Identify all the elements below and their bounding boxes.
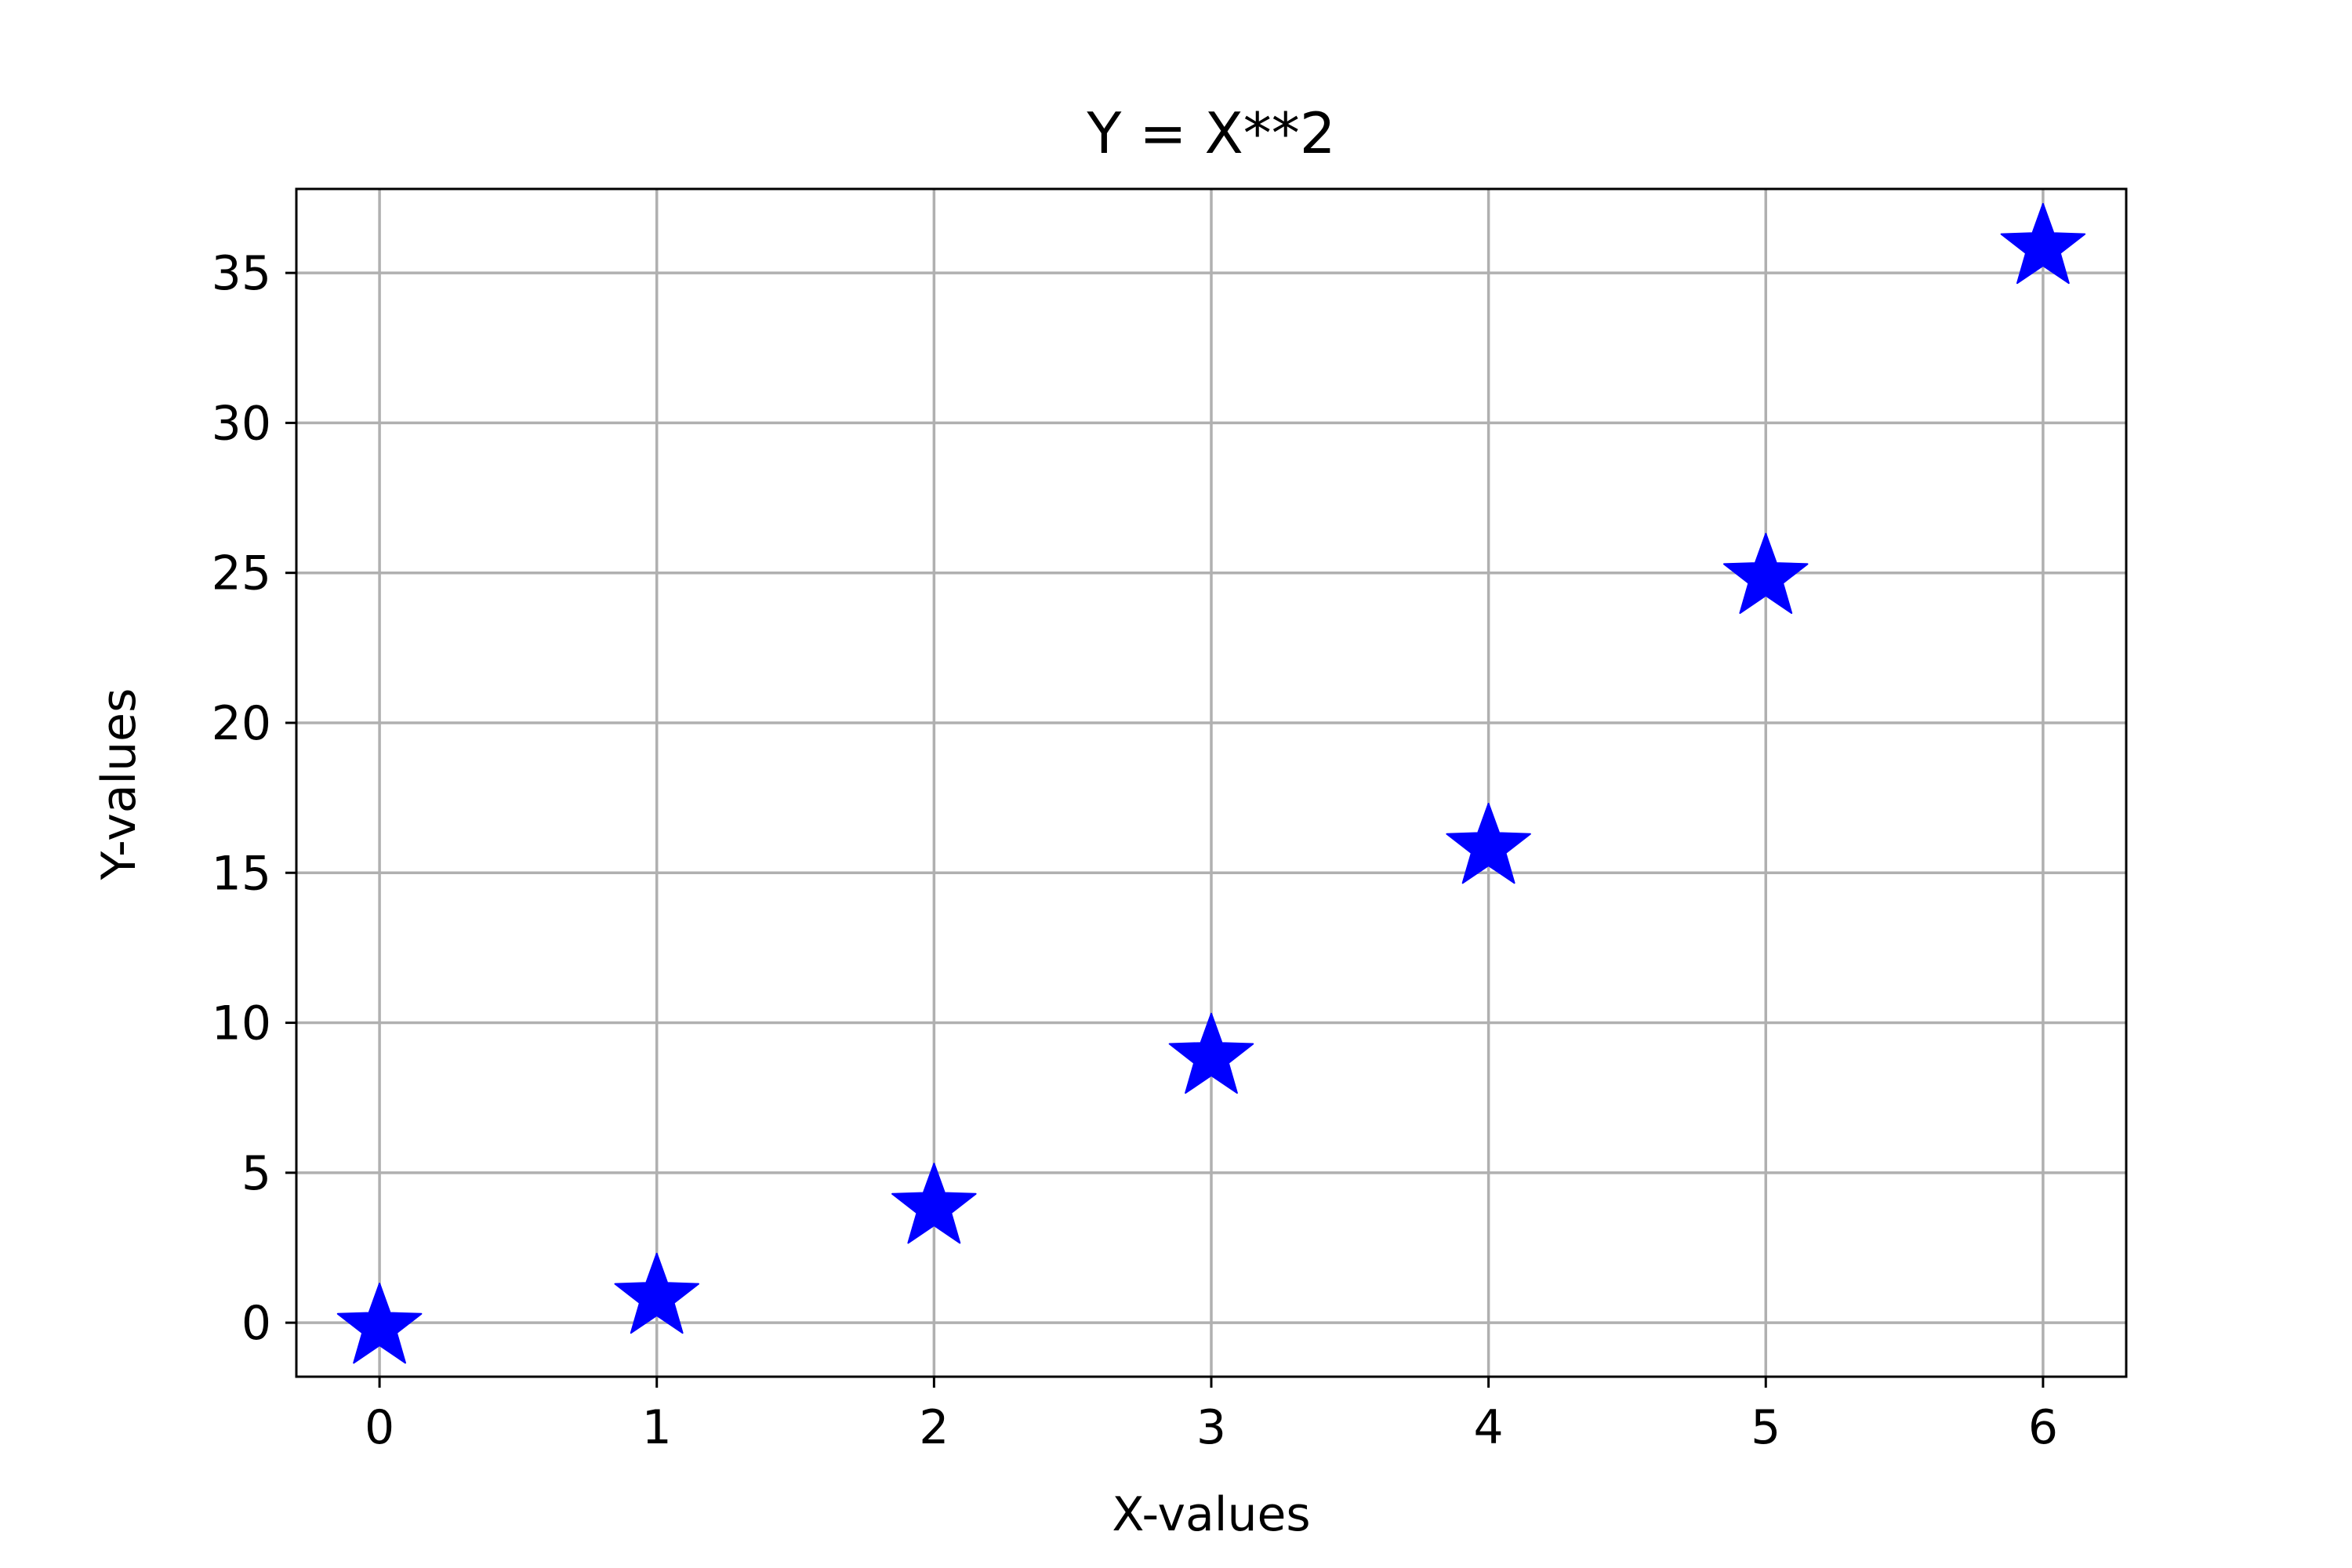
x-tick-label: 5: [1751, 1400, 1780, 1455]
star-marker: [891, 1163, 977, 1244]
y-tick-label: 30: [212, 396, 271, 451]
y-tick-label: 5: [241, 1146, 271, 1201]
y-tick-label: 25: [212, 546, 271, 601]
star-marker: [1168, 1012, 1254, 1094]
x-axis-label: X-values: [1112, 1487, 1310, 1542]
x-tick-label: 4: [1474, 1400, 1504, 1455]
star-marker: [2000, 202, 2086, 285]
y-tick-label: 35: [212, 246, 271, 301]
axis-ticks: 0 1 2 3 4 5 6 0 5 10 15 20 25 30 35: [212, 246, 2058, 1455]
star-marker: [1446, 803, 1531, 884]
chart-title: Y = X**2: [1086, 100, 1335, 166]
x-tick-label: 0: [365, 1400, 394, 1455]
y-axis-label: Y-values: [92, 688, 147, 881]
star-marker: [1723, 532, 1809, 614]
y-tick-label: 0: [241, 1296, 271, 1351]
grid: [296, 189, 2126, 1377]
star-marker: [614, 1252, 699, 1334]
x-tick-label: 3: [1196, 1400, 1226, 1455]
y-tick-label: 10: [212, 996, 271, 1051]
data-points: [336, 202, 2086, 1364]
y-tick-label: 20: [212, 696, 271, 751]
x-tick-label: 1: [642, 1400, 672, 1455]
x-tick-label: 2: [919, 1400, 949, 1455]
x-tick-label: 6: [2028, 1400, 2058, 1455]
y-tick-label: 15: [212, 846, 271, 901]
star-marker: [336, 1283, 423, 1364]
